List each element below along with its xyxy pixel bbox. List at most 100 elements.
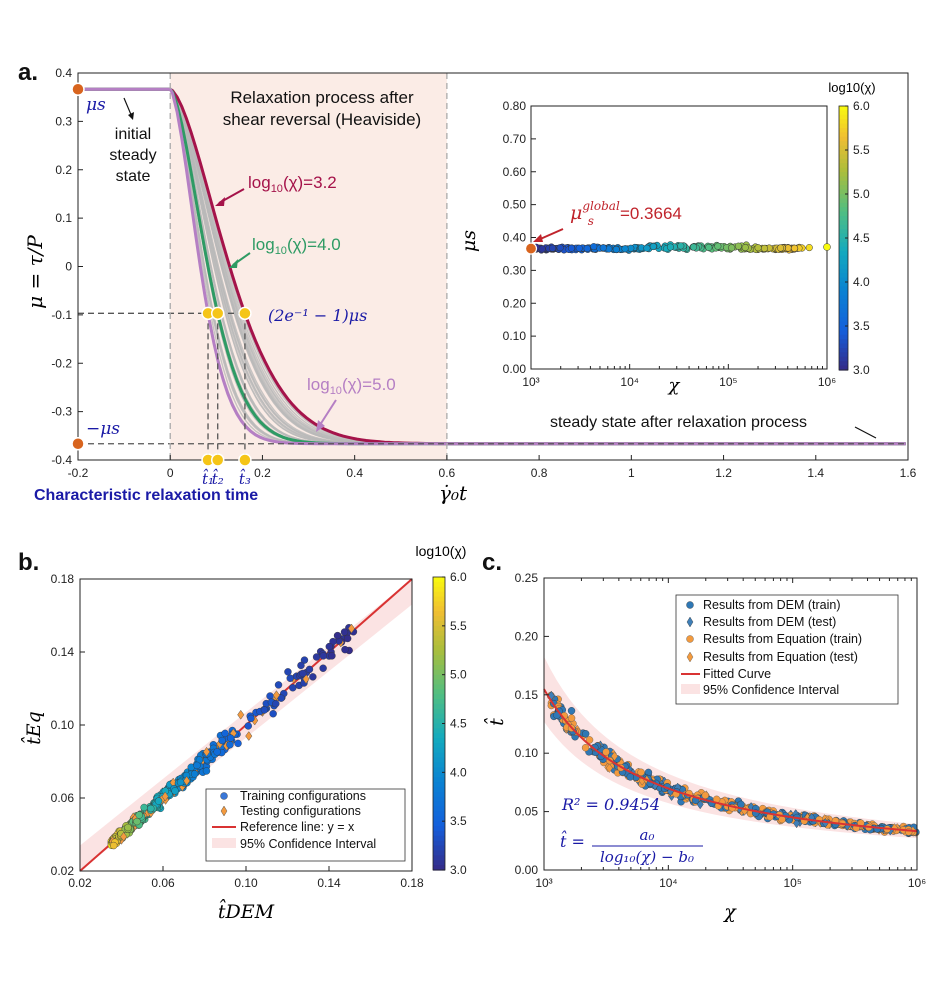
panel-c-label: c. xyxy=(482,549,502,576)
plot-area-c xyxy=(543,656,920,839)
colorbar-segment xyxy=(433,865,445,871)
colorbar-segment xyxy=(839,268,848,274)
legend-c-box xyxy=(675,594,899,705)
colorbar-segment xyxy=(839,260,848,265)
eq-train-point xyxy=(701,791,710,799)
colorbar-segment xyxy=(433,606,445,612)
mu-s-marker xyxy=(71,82,85,97)
colorbar-segment xyxy=(839,189,848,195)
y-tick-label-a: -0.4 xyxy=(51,453,72,467)
train-point xyxy=(266,692,274,700)
colorbar-segment xyxy=(433,620,445,627)
colorbar-segment xyxy=(433,703,445,710)
train-point xyxy=(226,741,234,749)
colorbar-segment xyxy=(839,229,848,235)
dem-test-point xyxy=(793,818,801,829)
panel-a-label: a. xyxy=(18,59,38,86)
colorbar-segment xyxy=(433,782,445,788)
initial-arrowhead xyxy=(128,112,134,120)
colorbar-segment xyxy=(839,246,848,252)
colorbar-tick-label: 4.0 xyxy=(853,275,870,289)
colorbar-tick-label: 3.5 xyxy=(853,319,870,333)
x-tick-label-a: 0.4 xyxy=(346,466,363,480)
train-point xyxy=(333,631,342,640)
decay-level-label: (2e⁻¹ − 1)μs xyxy=(268,306,367,325)
x-tick-label-b: 0.14 xyxy=(317,876,341,890)
legend-c-text: Results from DEM (test) xyxy=(703,615,836,629)
eq-train-point xyxy=(567,714,576,722)
y-tick-label-a: 0.3 xyxy=(55,114,72,128)
inset-point xyxy=(621,245,629,253)
colorbar-segment xyxy=(839,264,848,270)
train-point xyxy=(154,797,163,805)
colorbar-segment xyxy=(433,786,445,793)
colorbar-segment xyxy=(433,728,445,734)
colorbar-segment xyxy=(433,645,445,651)
legend-c-text: Results from DEM (train) xyxy=(703,598,841,612)
inset-point xyxy=(823,243,831,251)
train-point xyxy=(124,823,132,832)
colorbar-segment xyxy=(433,630,445,637)
colorbar-segment xyxy=(433,816,445,822)
dem-test-point xyxy=(808,812,816,823)
colorbar-segment xyxy=(839,255,848,261)
colorbar-segment xyxy=(433,826,445,832)
colorbar-segment xyxy=(433,655,445,661)
shaded-label-line1: Relaxation process after xyxy=(230,88,414,107)
colorbar-segment xyxy=(433,581,445,588)
colorbar-segment xyxy=(433,757,445,764)
colorbar-segment xyxy=(433,723,445,729)
colorbar-segment xyxy=(839,290,848,296)
dem-train-point xyxy=(626,773,634,781)
train-point xyxy=(247,714,255,723)
colorbar-segment xyxy=(433,616,445,622)
train-point xyxy=(135,811,143,819)
colorbar-segment xyxy=(839,176,848,182)
colorbar-segment xyxy=(839,317,848,323)
test-point xyxy=(183,775,191,786)
colorbar-segment xyxy=(433,733,445,739)
colorbar-tick-label: 5.0 xyxy=(450,668,467,682)
inset-global-marker xyxy=(524,242,538,255)
inset-y-label: μs xyxy=(458,230,480,252)
y-axis-label-b: t̂Eq xyxy=(20,711,45,745)
inset-point xyxy=(690,243,698,251)
inset-point xyxy=(714,242,722,250)
colorbar-segment xyxy=(839,251,848,257)
colorbar-segment xyxy=(839,242,848,248)
train-point xyxy=(260,706,269,714)
shaded-label-line2: shear reversal (Heaviside) xyxy=(223,110,421,129)
colorbar-segment xyxy=(433,596,445,603)
dashed-guides xyxy=(78,73,908,460)
inset-y-tick-label: 0.80 xyxy=(503,99,527,113)
x-tick-label-c: 10³ xyxy=(535,876,552,890)
train-point xyxy=(284,668,292,676)
inset-point xyxy=(777,244,785,252)
y-tick-label-c: 0.00 xyxy=(515,863,539,877)
colorbar-segment xyxy=(433,577,445,583)
train-point xyxy=(319,652,328,660)
x-tick-label-a: 0 xyxy=(167,466,174,480)
inset-point xyxy=(805,244,813,252)
train-point xyxy=(300,656,309,664)
x-tick-label-a: 0.6 xyxy=(439,466,456,480)
inset-point xyxy=(590,243,598,251)
colorbar-segment xyxy=(433,689,445,695)
colorbar-segment xyxy=(433,821,445,827)
x-tick-label-a: 1.2 xyxy=(715,466,732,480)
colorbar-segment xyxy=(839,295,848,301)
colorbar-segment xyxy=(839,158,848,164)
test-point xyxy=(272,690,280,701)
y-tick-label-a: -0.3 xyxy=(51,405,72,419)
colorbar-segment xyxy=(433,684,445,690)
y-tick-label-a: -0.1 xyxy=(51,308,72,322)
legend-c-text: Results from Equation (test) xyxy=(703,650,858,664)
colorbar-segment xyxy=(839,224,848,230)
legend-c-text: 95% Confidence Interval xyxy=(703,683,839,697)
legend-b-box xyxy=(205,788,406,862)
colorbar-tick-label: 5.5 xyxy=(853,143,870,157)
inset-point xyxy=(599,244,607,252)
decay-point xyxy=(238,306,252,321)
colorbar-segment xyxy=(839,154,848,160)
colorbar-segment xyxy=(433,601,445,607)
